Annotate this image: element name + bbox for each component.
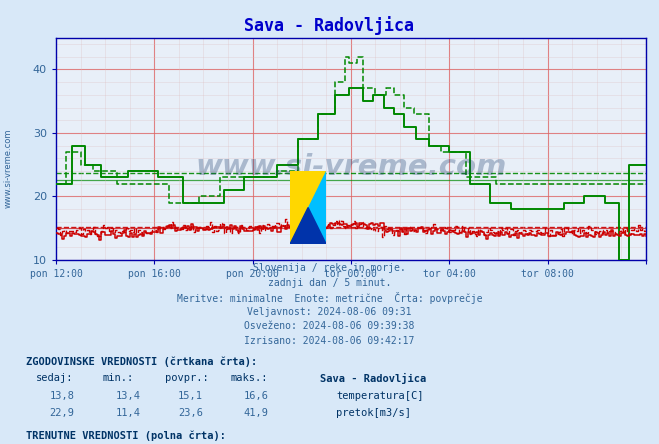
Text: maks.:: maks.: <box>231 373 268 383</box>
Text: TRENUTNE VREDNOSTI (polna črta):: TRENUTNE VREDNOSTI (polna črta): <box>26 431 226 441</box>
Text: povpr.:: povpr.: <box>165 373 208 383</box>
Text: 16,6: 16,6 <box>244 391 269 401</box>
Text: Veljavnost: 2024-08-06 09:31: Veljavnost: 2024-08-06 09:31 <box>247 307 412 317</box>
Polygon shape <box>290 171 326 244</box>
Text: temperatura[C]: temperatura[C] <box>336 391 424 401</box>
Text: Sava - Radovljica: Sava - Radovljica <box>320 373 426 384</box>
Text: sedaj:: sedaj: <box>36 373 74 383</box>
Text: 13,8: 13,8 <box>49 391 74 401</box>
Text: 15,1: 15,1 <box>178 391 203 401</box>
Text: Izrisano: 2024-08-06 09:42:17: Izrisano: 2024-08-06 09:42:17 <box>244 336 415 346</box>
Text: Meritve: minimalne  Enote: metrične  Črta: povprečje: Meritve: minimalne Enote: metrične Črta:… <box>177 292 482 304</box>
Text: 23,6: 23,6 <box>178 408 203 419</box>
Polygon shape <box>290 171 326 244</box>
Text: ZGODOVINSKE VREDNOSTI (črtkana črta):: ZGODOVINSKE VREDNOSTI (črtkana črta): <box>26 356 258 367</box>
Polygon shape <box>290 207 326 244</box>
Text: 22,9: 22,9 <box>49 408 74 419</box>
Text: 41,9: 41,9 <box>244 408 269 419</box>
Text: Osveženo: 2024-08-06 09:39:38: Osveženo: 2024-08-06 09:39:38 <box>244 321 415 332</box>
Text: www.si-vreme.com: www.si-vreme.com <box>195 152 507 181</box>
Text: zadnji dan / 5 minut.: zadnji dan / 5 minut. <box>268 278 391 288</box>
Text: 11,4: 11,4 <box>115 408 140 419</box>
Text: Sava - Radovljica: Sava - Radovljica <box>244 16 415 35</box>
Text: 13,4: 13,4 <box>115 391 140 401</box>
Text: www.si-vreme.com: www.si-vreme.com <box>3 129 13 209</box>
Text: pretok[m3/s]: pretok[m3/s] <box>336 408 411 419</box>
Text: Slovenija / reke in morje.: Slovenija / reke in morje. <box>253 263 406 273</box>
Text: min.:: min.: <box>102 373 133 383</box>
